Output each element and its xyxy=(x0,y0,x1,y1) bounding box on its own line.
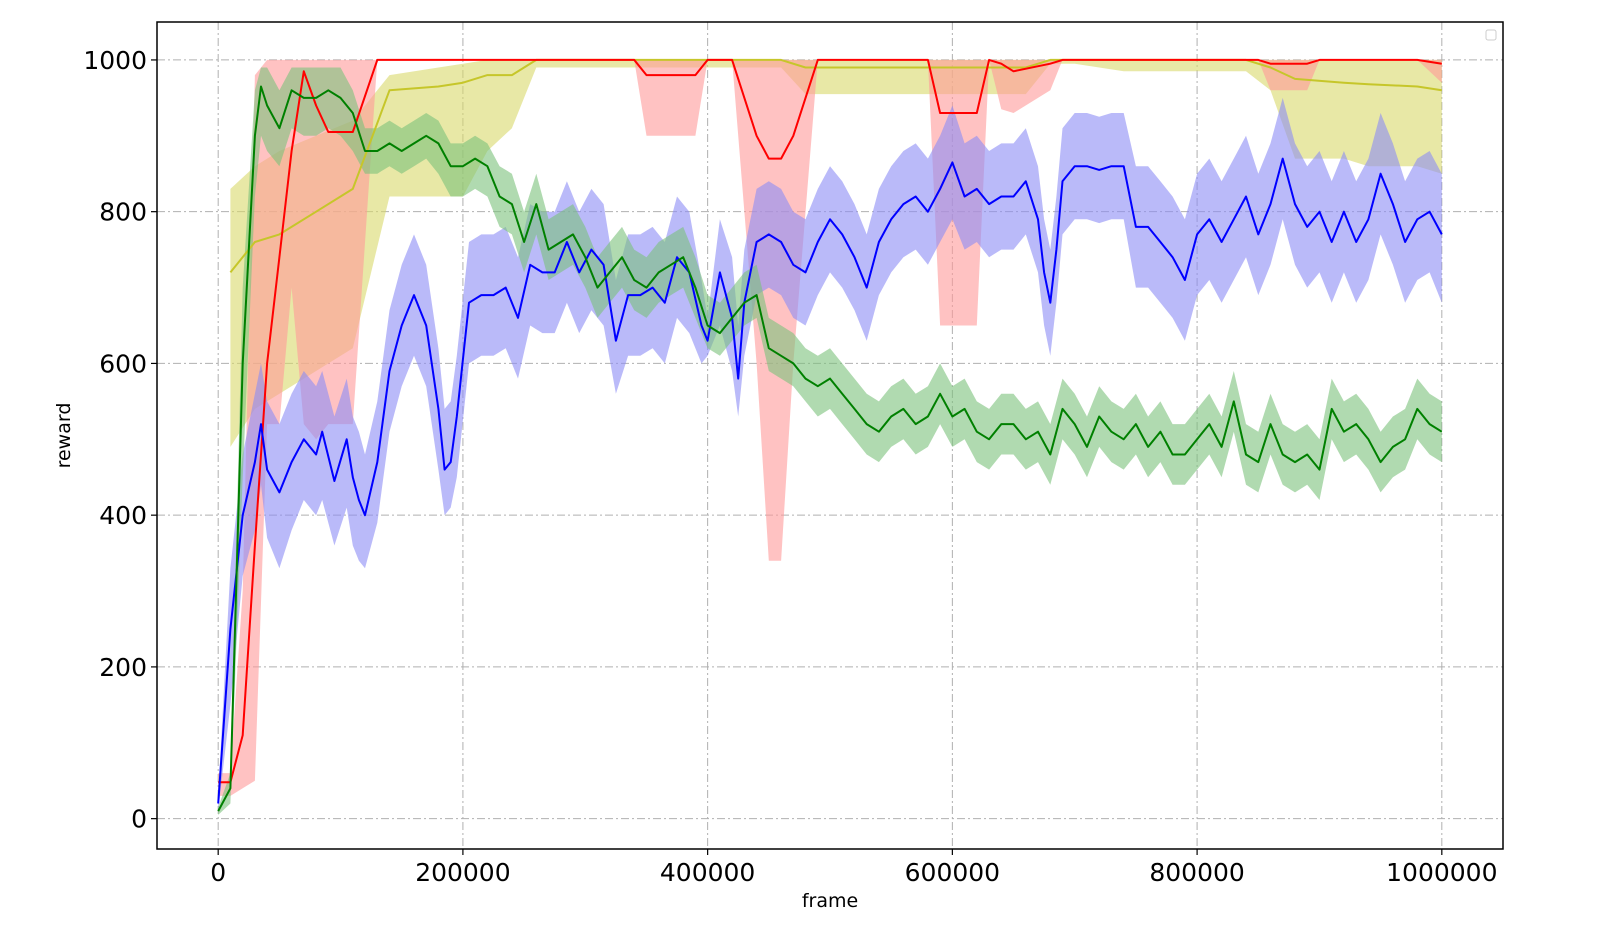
series-0-line xyxy=(229,58,1442,274)
x-tick-label-0: 0 xyxy=(210,858,226,887)
y-tick-label-2: 400 xyxy=(99,501,147,530)
series-2-line xyxy=(217,157,1443,804)
y-tick-label-3: 600 xyxy=(99,349,147,378)
x-tick-label-3: 600000 xyxy=(905,858,1000,887)
x-tick-label-5: 1000000 xyxy=(1386,858,1497,887)
x-axis-label: frame xyxy=(802,890,858,912)
x-tick-label-1: 200000 xyxy=(415,858,510,887)
series-0-band xyxy=(230,59,1442,447)
series-lines xyxy=(217,58,1443,812)
y-tick-label-5: 1000 xyxy=(83,46,147,75)
y-axis-ticks: 0 200 400 600 800 1000 xyxy=(83,46,157,834)
confidence-bands xyxy=(218,59,1442,815)
legend-box xyxy=(1485,29,1497,41)
y-tick-label-1: 200 xyxy=(99,653,147,682)
x-axis-ticks: 0 200000 400000 600000 800000 1000000 xyxy=(210,849,1497,887)
series-1-line xyxy=(218,58,1442,784)
series-3-band xyxy=(218,67,1442,815)
x-tick-label-4: 800000 xyxy=(1149,858,1244,887)
y-axis-label: reward xyxy=(53,403,75,469)
y-tick-label-4: 800 xyxy=(99,198,147,227)
x-tick-label-2: 400000 xyxy=(660,858,755,887)
plot-frame xyxy=(156,21,1504,850)
series-2-band xyxy=(218,97,1442,812)
y-tick-label-0: 0 xyxy=(131,805,147,834)
series-3-line xyxy=(217,85,1443,812)
